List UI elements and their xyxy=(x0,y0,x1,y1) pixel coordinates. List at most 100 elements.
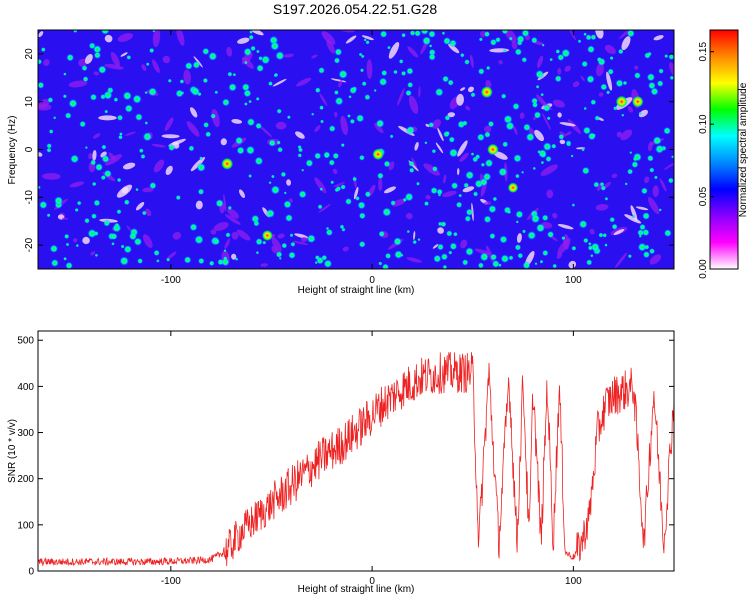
heatmap-peaks xyxy=(221,86,644,241)
heatmap-texture-streak xyxy=(311,54,318,59)
heatmap-texture-blob xyxy=(646,73,656,82)
heatmap-texture-blob xyxy=(265,208,275,219)
heatmap-texture-streak xyxy=(413,231,416,240)
heatmap-texture-streak xyxy=(153,159,165,173)
heatmap-texture-blob xyxy=(248,174,253,178)
heatmap-texture-streak xyxy=(414,141,419,151)
heatmap-texture-blob xyxy=(63,233,70,240)
heatmap-texture-streak xyxy=(437,127,444,142)
heatmap-texture-blob xyxy=(89,93,98,101)
heatmap-texture-streak xyxy=(663,161,674,170)
heatmap-texture-blob xyxy=(593,181,600,188)
heatmap-texture-streak xyxy=(314,177,327,194)
heatmap-texture-blob xyxy=(325,226,330,231)
heatmap-peak xyxy=(262,230,273,241)
heatmap-texture-blob xyxy=(394,250,403,259)
heatmap-texture-blob xyxy=(179,79,185,84)
heatmap-texture-blob xyxy=(530,214,541,224)
heatmap-texture-blob xyxy=(338,69,348,80)
heatmap-texture-streak xyxy=(345,35,357,44)
heatmap-texture-streak xyxy=(332,168,338,175)
heatmap-texture-blob xyxy=(227,205,232,211)
heatmap-texture-blob xyxy=(590,99,597,106)
heatmap-texture-blob xyxy=(443,37,451,45)
heatmap-texture-blob xyxy=(558,133,565,140)
heatmap-texture-streak xyxy=(286,179,292,186)
heatmap-texture-streak xyxy=(568,260,577,269)
heatmap-x-tick-label: 0 xyxy=(369,275,375,286)
heatmap-texture-streak xyxy=(334,111,338,118)
heatmap-texture-streak xyxy=(69,181,85,188)
heatmap-texture-blob xyxy=(416,181,420,186)
heatmap-texture-blob xyxy=(450,182,459,190)
heatmap-texture-blob xyxy=(631,160,639,169)
heatmap-texture-blob xyxy=(521,56,528,63)
heatmap-texture-blob xyxy=(406,67,414,75)
heatmap-texture-blob xyxy=(278,256,282,260)
heatmap-texture-blob xyxy=(314,152,322,160)
snr-x-tick-label: 100 xyxy=(565,576,582,587)
heatmap-texture-blob xyxy=(382,263,389,269)
heatmap-texture-blob xyxy=(215,199,224,208)
heatmap-texture-blob xyxy=(412,239,418,245)
heatmap-texture-blob xyxy=(175,194,181,201)
heatmap-texture-streak xyxy=(68,80,88,88)
heatmap-texture-blob xyxy=(464,215,472,222)
heatmap-texture-blob xyxy=(248,34,254,40)
heatmap-texture-blob xyxy=(50,259,59,267)
heatmap-texture-streak xyxy=(237,37,250,44)
heatmap-texture-blob xyxy=(40,47,46,53)
heatmap-texture-blob xyxy=(632,156,638,162)
heatmap-texture-streak xyxy=(423,163,440,176)
heatmap-texture-blob xyxy=(671,155,674,159)
heatmap-texture-blob xyxy=(318,67,325,74)
heatmap-texture-blob xyxy=(149,181,157,190)
heatmap-peak xyxy=(632,96,644,108)
heatmap-texture-streak xyxy=(616,131,622,138)
heatmap-texture-blob xyxy=(390,200,396,206)
heatmap-texture-blob xyxy=(355,114,365,123)
heatmap-texture-streak xyxy=(513,125,518,135)
heatmap-texture-blob xyxy=(128,232,137,241)
heatmap-texture-blob xyxy=(70,154,80,164)
heatmap-texture-blob xyxy=(594,115,600,121)
colorbar-tick-label: 0.05 xyxy=(698,186,709,206)
heatmap-texture-streak xyxy=(405,212,413,220)
heatmap-texture-blob xyxy=(333,57,341,64)
heatmap-texture-blob xyxy=(340,143,345,148)
heatmap-texture-blob xyxy=(637,242,647,252)
heatmap-texture-streak xyxy=(151,144,166,148)
heatmap-texture-blob xyxy=(490,253,498,261)
heatmap-texture-blob xyxy=(256,49,260,54)
heatmap-peak xyxy=(372,148,384,160)
heatmap-texture-streak xyxy=(353,186,359,200)
heatmap-texture-blob xyxy=(54,196,64,206)
heatmap-texture-blob xyxy=(297,153,303,158)
heatmap-texture-blob xyxy=(225,232,231,238)
heatmap-texture-blob xyxy=(306,234,316,244)
heatmap-texture-streak xyxy=(110,52,120,67)
heatmap-texture-blob xyxy=(46,213,51,218)
heatmap-texture-streak xyxy=(231,119,243,124)
heatmap-texture-blob xyxy=(621,113,625,117)
heatmap-texture-blob xyxy=(663,126,671,135)
heatmap-texture-blob xyxy=(590,34,597,41)
heatmap-texture-blob xyxy=(323,259,333,269)
heatmap-texture-blob xyxy=(189,223,198,232)
heatmap-texture-blob xyxy=(400,253,404,257)
heatmap-texture-streak xyxy=(391,198,406,207)
heatmap-texture-blob xyxy=(428,53,436,61)
heatmap-texture-blob xyxy=(464,59,470,65)
heatmap-texture-blob xyxy=(82,76,89,83)
colorbar-ticks: 0.00 0.05 0.10 0.15 xyxy=(698,42,714,279)
heatmap-texture-blob xyxy=(609,56,614,61)
heatmap-texture-blob xyxy=(488,204,497,214)
heatmap-texture-blob xyxy=(492,196,498,202)
heatmap-texture-blob xyxy=(409,30,416,36)
heatmap-texture-streak xyxy=(604,44,616,55)
heatmap-texture-blob xyxy=(487,120,495,128)
heatmap-texture-blob xyxy=(602,232,608,238)
heatmap-texture-blob xyxy=(305,159,314,168)
heatmap-texture-blob xyxy=(79,120,87,128)
heatmap-texture-blob xyxy=(442,264,448,269)
